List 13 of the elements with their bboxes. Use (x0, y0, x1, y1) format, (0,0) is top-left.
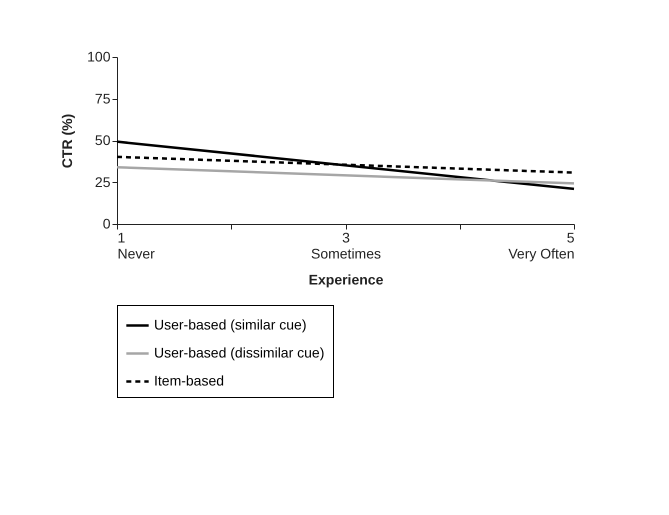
y-tick-label: 25 (94, 174, 111, 190)
x-tick-label: 3 Sometimes (310, 230, 382, 262)
legend-label: User-based (dissimilar cue) (154, 344, 324, 360)
y-tick-label: 50 (94, 132, 111, 148)
y-tick-label: 0 (102, 216, 111, 232)
y-tick-label: 75 (94, 90, 111, 106)
x-axis-title: Experience (308, 272, 384, 288)
y-tick-label: 100 (87, 48, 111, 64)
legend-label: User-based (similar cue) (154, 316, 306, 332)
legend-label: Item-based (154, 372, 224, 388)
x-tick-label: 1 Never (118, 230, 156, 262)
y-axis-title: CTR (%) (59, 114, 76, 168)
x-tick-label: 5 Very Often (508, 230, 575, 262)
